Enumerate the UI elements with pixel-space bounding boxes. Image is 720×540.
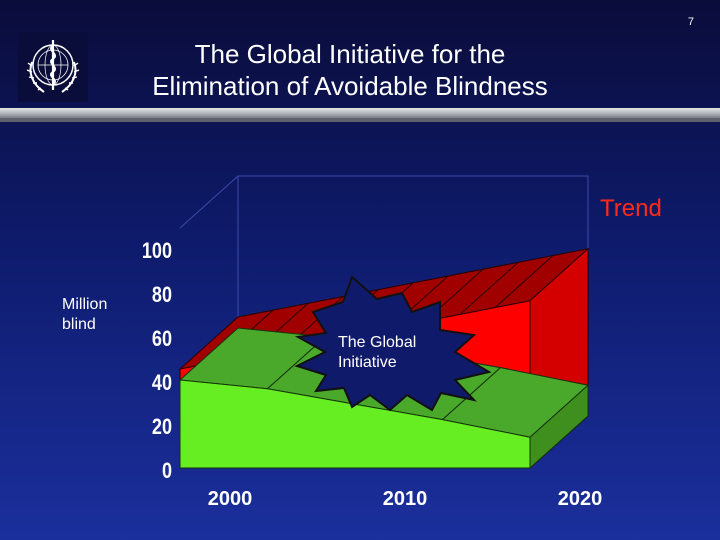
y-tick-label: 20 <box>152 415 172 439</box>
y-axis-unit-label: Million blind <box>62 296 108 333</box>
title-divider <box>0 108 720 118</box>
x-tick-label: 2010 <box>383 488 428 510</box>
trend-label: Trend <box>600 195 662 222</box>
y-tick-label: 100 <box>142 239 172 263</box>
trend-top-segment <box>459 262 519 315</box>
slide-number: 7 <box>687 16 694 28</box>
y-tick-label: 40 <box>152 371 172 395</box>
trend-top-segment <box>494 255 554 308</box>
initiative-front-face <box>179 379 531 469</box>
y-tick-label: 60 <box>152 327 172 351</box>
x-tick-label: 2020 <box>558 488 603 510</box>
y-tick-label: 0 <box>162 459 172 483</box>
x-tick-label: 2000 <box>208 488 253 510</box>
side-wall-edge <box>179 175 239 229</box>
initiative-callout-label: The Global Initiative <box>338 334 417 371</box>
y-tick-label: 80 <box>152 283 172 307</box>
initiative-side-face <box>529 384 589 470</box>
who-emblem-icon <box>18 32 88 102</box>
page-title: The Global Initiative for the Eliminatio… <box>152 39 548 101</box>
initiative-callout-burst <box>294 275 492 412</box>
title-divider-shadow <box>0 118 720 122</box>
